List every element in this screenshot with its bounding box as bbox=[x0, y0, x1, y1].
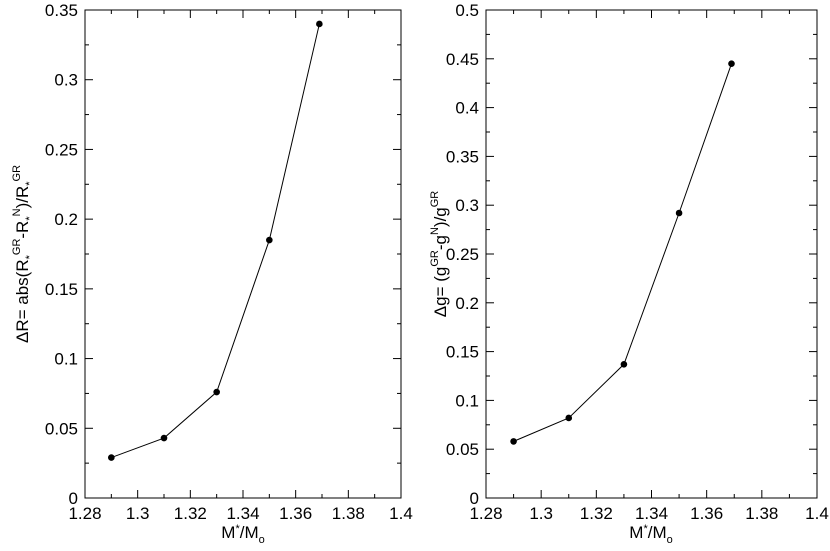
right-x-tick-label: 1.36 bbox=[690, 504, 723, 523]
right-x-tick-label: 1.3 bbox=[529, 504, 553, 523]
left-data-point bbox=[266, 236, 273, 244]
left-y-tick-label: 0.3 bbox=[54, 71, 78, 90]
right-y-tick-label: 0.35 bbox=[446, 147, 479, 166]
left-y-tick-label: 0.25 bbox=[45, 140, 78, 159]
right-data-point bbox=[565, 414, 573, 422]
right-x-axis-label: M*/Mo bbox=[629, 523, 672, 546]
left-y-tick-label: 0.05 bbox=[45, 419, 78, 438]
right-y-tick-label: 0.05 bbox=[446, 440, 479, 459]
right-y-tick-label: 0.1 bbox=[455, 391, 479, 410]
right-y-tick-label: 0.3 bbox=[455, 196, 479, 215]
left-chart-panel: 1.28 1.3 1.32 1.34 1.36 1.38 1.4 0 0.05 0.1 0.15 0.… bbox=[11, 1, 413, 546]
left-y-tick-label: 0.1 bbox=[54, 350, 78, 369]
right-y-tick-label: 0.2 bbox=[455, 294, 479, 313]
left-y-axis-label: ΔR= abs(R*GR-R*N)/R*GR bbox=[11, 165, 36, 343]
left-y-tick-label: 0.2 bbox=[54, 210, 78, 229]
left-x-tick-label: 1.32 bbox=[174, 504, 207, 523]
right-axis-ticks: 1.28 1.3 1.32 1.34 1.36 1.38 1.4 0 0.05 0.1 0.15 0.… bbox=[446, 1, 829, 523]
right-plot-frame bbox=[485, 9, 818, 499]
right-y-tick-label: 0.15 bbox=[446, 343, 479, 362]
left-y-tick-label: 0.35 bbox=[45, 1, 78, 20]
left-x-tick-label: 1.38 bbox=[332, 504, 365, 523]
right-series-line bbox=[513, 63, 732, 442]
left-data-point bbox=[316, 20, 323, 28]
left-x-tick-label: 1.28 bbox=[68, 504, 101, 523]
right-y-axis-label: Δg= (gGR-gN)/gGR bbox=[429, 191, 450, 318]
right-chart-panel: 1.28 1.3 1.32 1.34 1.36 1.38 1.4 0 0.05 0.1 0.15 0.… bbox=[429, 1, 829, 546]
right-data-point bbox=[620, 360, 628, 368]
right-y-tick-label: 0 bbox=[470, 489, 479, 508]
right-x-tick-label: 1.28 bbox=[469, 504, 502, 523]
left-x-tick-label: 1.4 bbox=[389, 504, 413, 523]
left-plot-frame bbox=[84, 9, 402, 499]
right-data-point bbox=[510, 438, 517, 445]
right-y-tick-label: 0.25 bbox=[446, 245, 479, 264]
left-x-axis-label: M*/Mo bbox=[221, 523, 264, 546]
left-series bbox=[108, 20, 323, 461]
right-data-point bbox=[675, 209, 683, 217]
left-data-point bbox=[160, 434, 168, 442]
left-y-tick-label: 0 bbox=[69, 489, 78, 508]
left-data-point bbox=[108, 454, 115, 461]
left-x-tick-label: 1.34 bbox=[226, 504, 259, 523]
right-x-tick-label: 1.32 bbox=[580, 504, 613, 523]
right-data-point bbox=[728, 60, 735, 67]
left-x-tick-label: 1.36 bbox=[279, 504, 312, 523]
left-data-point bbox=[213, 388, 220, 396]
right-x-tick-label: 1.34 bbox=[635, 504, 668, 523]
left-x-tick-label: 1.3 bbox=[126, 504, 150, 523]
right-y-tick-label: 0.4 bbox=[455, 99, 479, 118]
right-y-tick-label: 0.5 bbox=[455, 1, 479, 20]
right-x-tick-label: 1.4 bbox=[805, 504, 829, 523]
left-y-tick-label: 0.15 bbox=[45, 280, 78, 299]
right-x-tick-label: 1.38 bbox=[745, 504, 778, 523]
left-axis-ticks: 1.28 1.3 1.32 1.34 1.36 1.38 1.4 0 0.05 0.1 0.15 0.… bbox=[45, 1, 413, 523]
right-series bbox=[510, 60, 735, 445]
right-y-tick-label: 0.45 bbox=[446, 50, 479, 69]
